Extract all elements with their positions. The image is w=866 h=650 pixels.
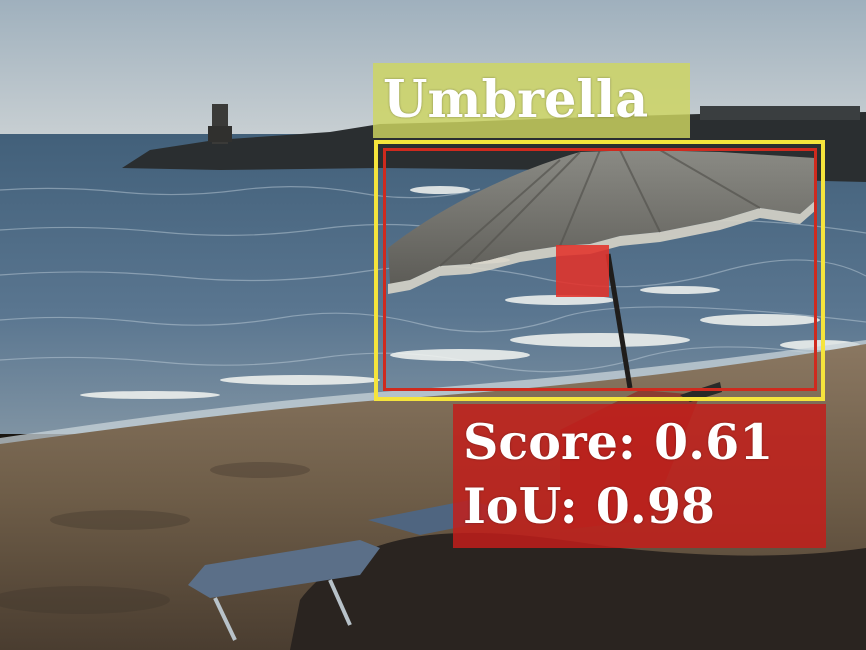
sun-glitter <box>80 186 860 399</box>
iou-value: 0.98 <box>595 477 716 535</box>
foreground-shadow <box>290 532 866 650</box>
umbrella-pole <box>605 253 633 389</box>
score-row: Score: 0.61 <box>463 410 826 474</box>
center-point-marker <box>556 245 609 297</box>
iou-row: IoU: 0.98 <box>463 474 826 538</box>
shoreline-foam <box>0 340 866 446</box>
ground-truth-bounding-box <box>383 148 817 391</box>
metrics-panel: Score: 0.61 IoU: 0.98 <box>453 404 826 548</box>
class-label: Umbrella <box>373 63 690 138</box>
score-value: 0.61 <box>653 413 774 471</box>
sunbed-frame <box>213 579 352 641</box>
score-label: Score: <box>463 413 636 471</box>
iou-label: IoU: <box>463 477 578 535</box>
prediction-bounding-box <box>374 140 825 401</box>
